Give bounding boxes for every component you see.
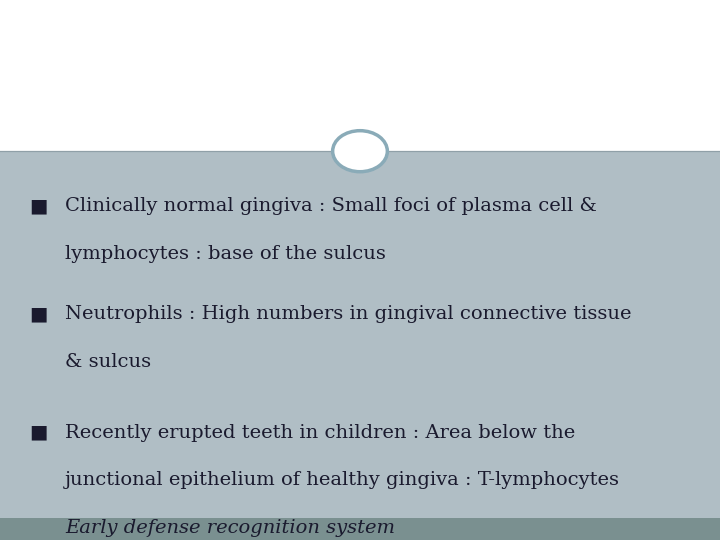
Text: ■: ■ [29,305,48,323]
Text: ■: ■ [29,197,48,215]
Text: & sulcus: & sulcus [65,353,151,370]
Text: Recently erupted teeth in children : Area below the: Recently erupted teeth in children : Are… [65,424,575,442]
FancyBboxPatch shape [0,151,720,518]
Text: junctional epithelium of healthy gingiva : T-lymphocytes: junctional epithelium of healthy gingiva… [65,471,620,489]
Text: lymphocytes : base of the sulcus: lymphocytes : base of the sulcus [65,245,386,262]
Circle shape [333,131,387,172]
FancyBboxPatch shape [0,518,720,540]
FancyBboxPatch shape [0,0,720,151]
Text: Early defense recognition system: Early defense recognition system [65,519,395,537]
Text: ■: ■ [29,424,48,442]
Text: Neutrophils : High numbers in gingival connective tissue: Neutrophils : High numbers in gingival c… [65,305,631,323]
Text: Clinically normal gingiva : Small foci of plasma cell &: Clinically normal gingiva : Small foci o… [65,197,597,215]
